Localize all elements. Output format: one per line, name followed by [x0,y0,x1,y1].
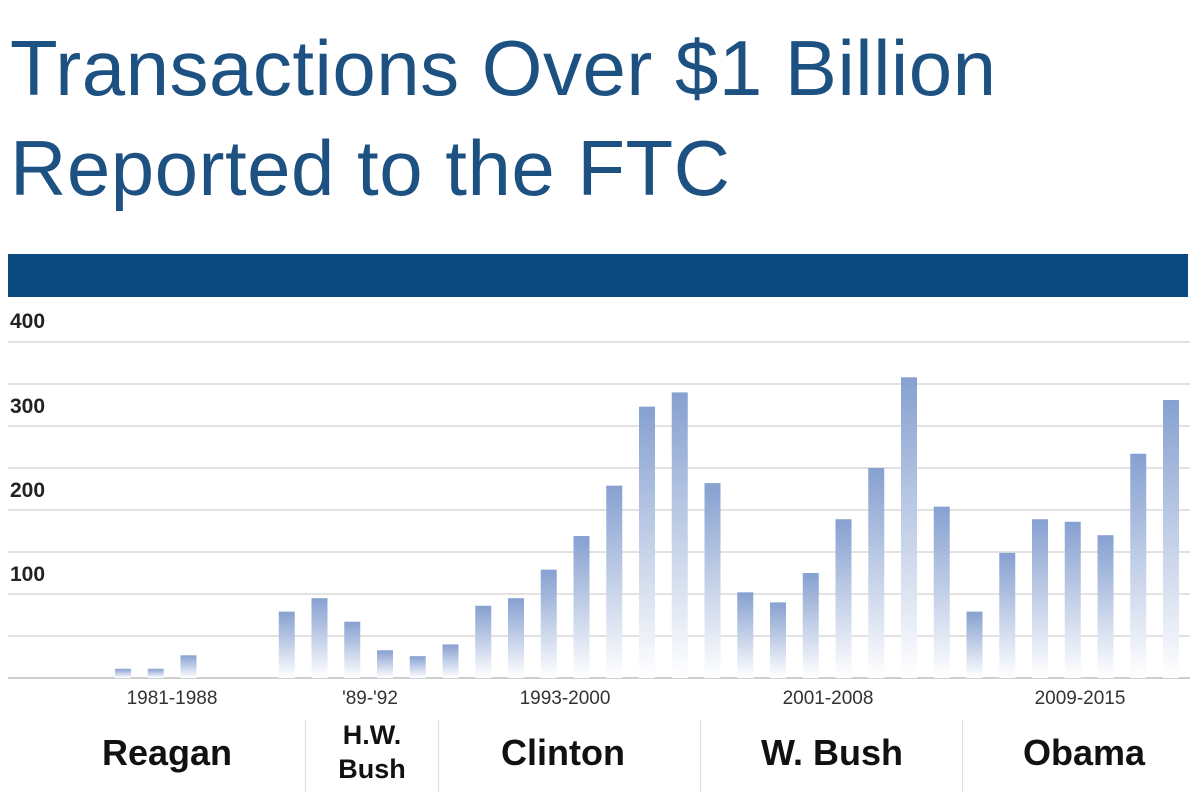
y-tick-300: 300 [10,395,45,418]
period-label-obama: 2009-2015 [1034,688,1126,709]
group-divider [305,720,306,792]
president-label-obama: Obama [1022,732,1146,773]
bar [115,668,131,678]
bar [278,611,295,678]
bar [344,621,361,678]
group-divider [962,720,963,792]
bar [901,377,917,678]
president-label-reagan: Reagan [101,732,233,773]
y-tick-100: 100 [10,563,45,586]
bar [540,569,557,678]
title-band [8,254,1188,297]
bar [442,644,459,678]
bar [737,592,754,678]
bar [999,552,1016,678]
bar [1097,535,1114,678]
bar [802,573,819,678]
period-label-reagan: 1981-1988 [126,688,218,709]
title-line-1: Transactions Over $1 Billion [10,24,997,112]
president-label-hw-line1: H.W. [342,720,402,750]
title-line-2: Reported to the FTC [10,124,731,212]
bar [704,483,721,678]
bar [1163,399,1179,678]
bar [311,598,328,678]
bar [409,656,426,678]
group-divider [700,720,701,792]
bar [508,598,524,678]
group-divider [438,720,439,792]
chart-title: Transactions Over $1 Billion Reported to… [10,18,997,218]
bar [1032,519,1048,678]
bar [639,406,655,678]
bar [770,602,786,678]
y-tick-200: 200 [10,479,45,502]
president-label-hw-line2: Bush [338,754,406,784]
bar [868,468,885,678]
period-label-hw-bush: '89-'92 [342,688,398,709]
president-label-w-bush: W. Bush [761,732,903,773]
bar [573,536,590,678]
bar [933,506,950,678]
bar [671,392,688,678]
bar [966,611,983,678]
y-tick-400: 400 [10,310,45,333]
president-label-hw-bush: H.W. Bush [338,718,406,786]
bar [1130,453,1147,678]
bar [377,650,393,678]
bar [475,605,492,678]
president-label-clinton: Clinton [501,732,625,773]
bar [606,485,623,678]
period-label-w-bush: 2001-2008 [782,688,874,709]
bar [1064,521,1081,678]
bar [147,668,164,678]
bar [180,655,197,678]
period-label-clinton: 1993-2000 [519,688,611,709]
bar [835,519,852,678]
